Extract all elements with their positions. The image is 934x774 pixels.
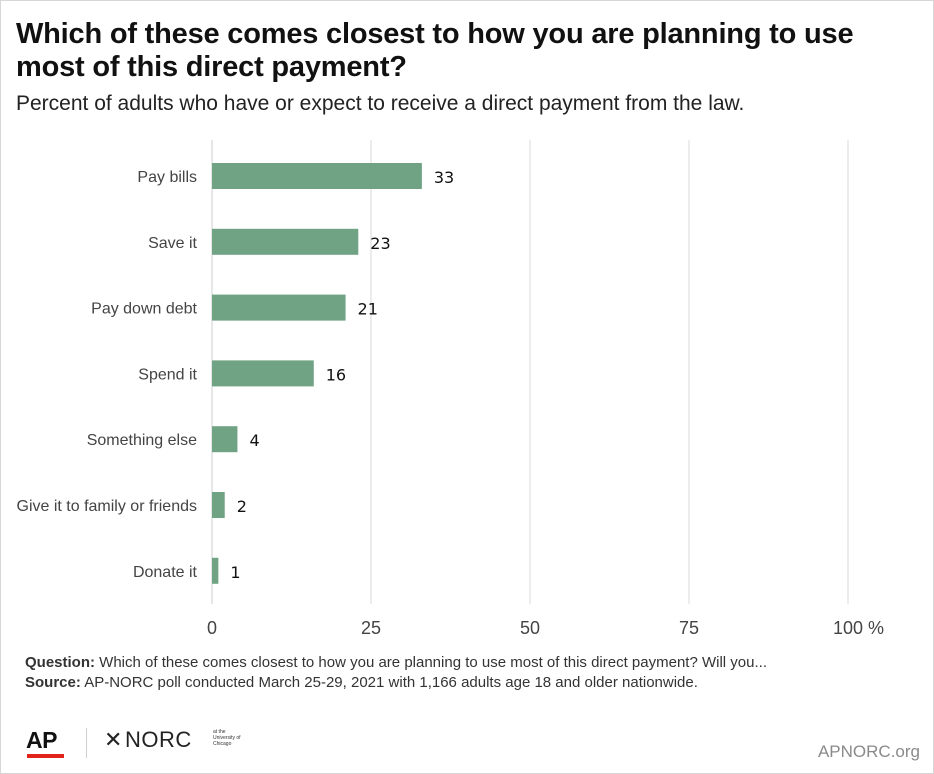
category-label: Pay bills [137,169,197,186]
bar [212,360,314,387]
category-label: Pay down debt [91,301,197,318]
question-note: Question: Which of these comes closest t… [25,653,915,673]
source-label: Source: [25,674,81,691]
question-text: Which of these comes closest to how you … [99,654,767,671]
data-label: 21 [358,300,378,319]
norc-logo-subtext: at the University of Chicago [213,729,241,747]
bar [212,426,238,453]
data-label: 4 [249,431,259,450]
norc-logo: ✕NORC [104,727,192,753]
category-label: Save it [148,235,197,252]
category-label: Give it to family or friends [17,498,198,515]
x-tick-label: 0 [207,618,217,638]
category-label: Spend it [138,366,197,383]
data-label: 16 [326,365,346,384]
data-label: 33 [434,168,454,187]
chart-title: Which of these comes closest to how you … [16,18,854,83]
chart-notes: Question: Which of these comes closest t… [25,653,915,693]
x-tick-label: 75 [679,618,699,638]
bar [212,228,359,255]
bar [212,557,219,584]
x-tick-label: 25 [361,618,381,638]
norc-logo-text: NORC [124,727,192,752]
x-tick-label: 50 [520,618,540,638]
data-label: 2 [237,497,247,516]
site-url: APNORC.org [817,742,920,761]
ap-logo: AP [26,727,57,753]
chart-subtitle: Percent of adults who have or expect to … [16,92,745,115]
category-label: Donate it [133,564,198,581]
x-unit-label: % [868,618,884,638]
bar [212,294,346,321]
bar [212,163,422,189]
source-text: AP-NORC poll conducted March 25-29, 2021… [84,674,698,691]
x-tick-label: 100 [833,618,863,638]
norc-star-icon: ✕ [104,727,123,752]
source-note: Source: AP-NORC poll conducted March 25-… [25,673,915,693]
data-label: 1 [230,563,240,582]
data-label: 23 [370,234,390,253]
bar [212,492,225,518]
question-label: Question: [25,654,95,671]
logo-divider [86,728,87,758]
ap-logo-underline [27,754,64,758]
category-label: Something else [87,432,197,449]
